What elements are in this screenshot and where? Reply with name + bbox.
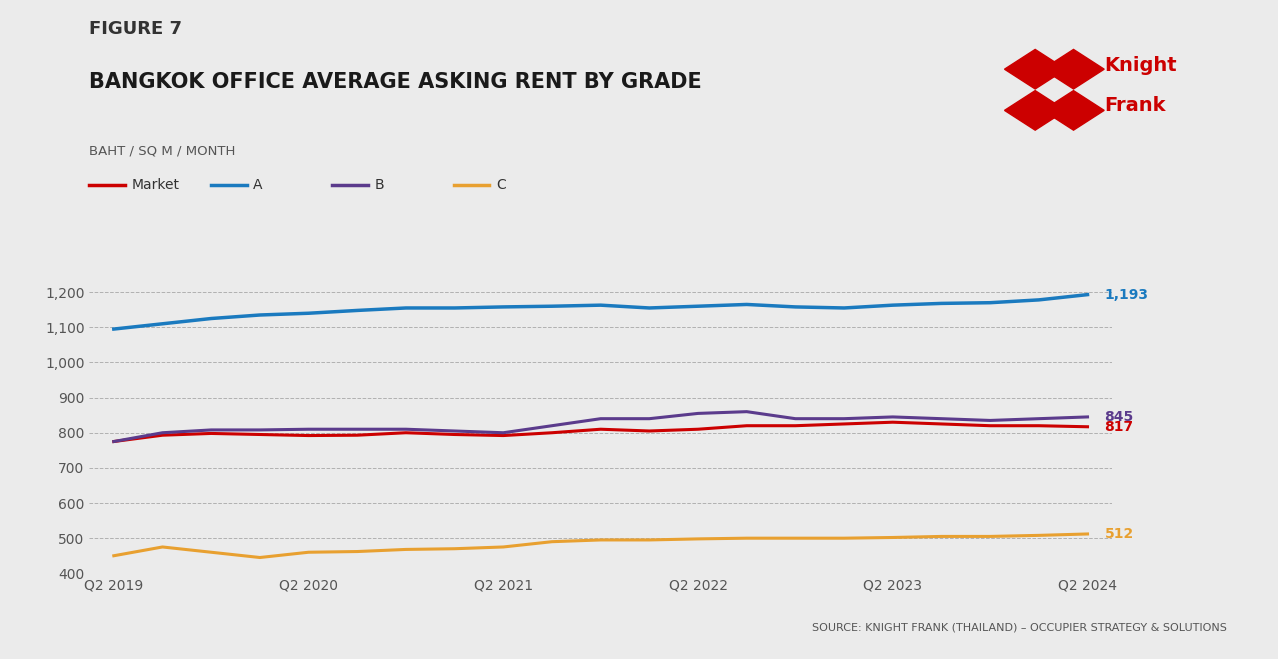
Text: B: B bbox=[374, 177, 385, 192]
Polygon shape bbox=[1043, 49, 1104, 89]
Text: SOURCE: KNIGHT FRANK (THAILAND) – OCCUPIER STRATEGY & SOLUTIONS: SOURCE: KNIGHT FRANK (THAILAND) – OCCUPI… bbox=[812, 623, 1227, 633]
Text: C: C bbox=[496, 177, 506, 192]
Polygon shape bbox=[1005, 90, 1066, 130]
Text: BANGKOK OFFICE AVERAGE ASKING RENT BY GRADE: BANGKOK OFFICE AVERAGE ASKING RENT BY GR… bbox=[89, 72, 702, 92]
Polygon shape bbox=[1043, 90, 1104, 130]
Text: Market: Market bbox=[132, 177, 180, 192]
Text: BAHT / SQ M / MONTH: BAHT / SQ M / MONTH bbox=[89, 145, 236, 158]
Text: 512: 512 bbox=[1104, 527, 1134, 541]
Text: Frank: Frank bbox=[1104, 96, 1166, 115]
Text: Knight: Knight bbox=[1104, 57, 1177, 75]
Text: 845: 845 bbox=[1104, 410, 1134, 424]
Text: 817: 817 bbox=[1104, 420, 1134, 434]
Polygon shape bbox=[1005, 49, 1066, 89]
Text: 1,193: 1,193 bbox=[1104, 287, 1149, 302]
Text: FIGURE 7: FIGURE 7 bbox=[89, 20, 183, 38]
Text: A: A bbox=[253, 177, 262, 192]
